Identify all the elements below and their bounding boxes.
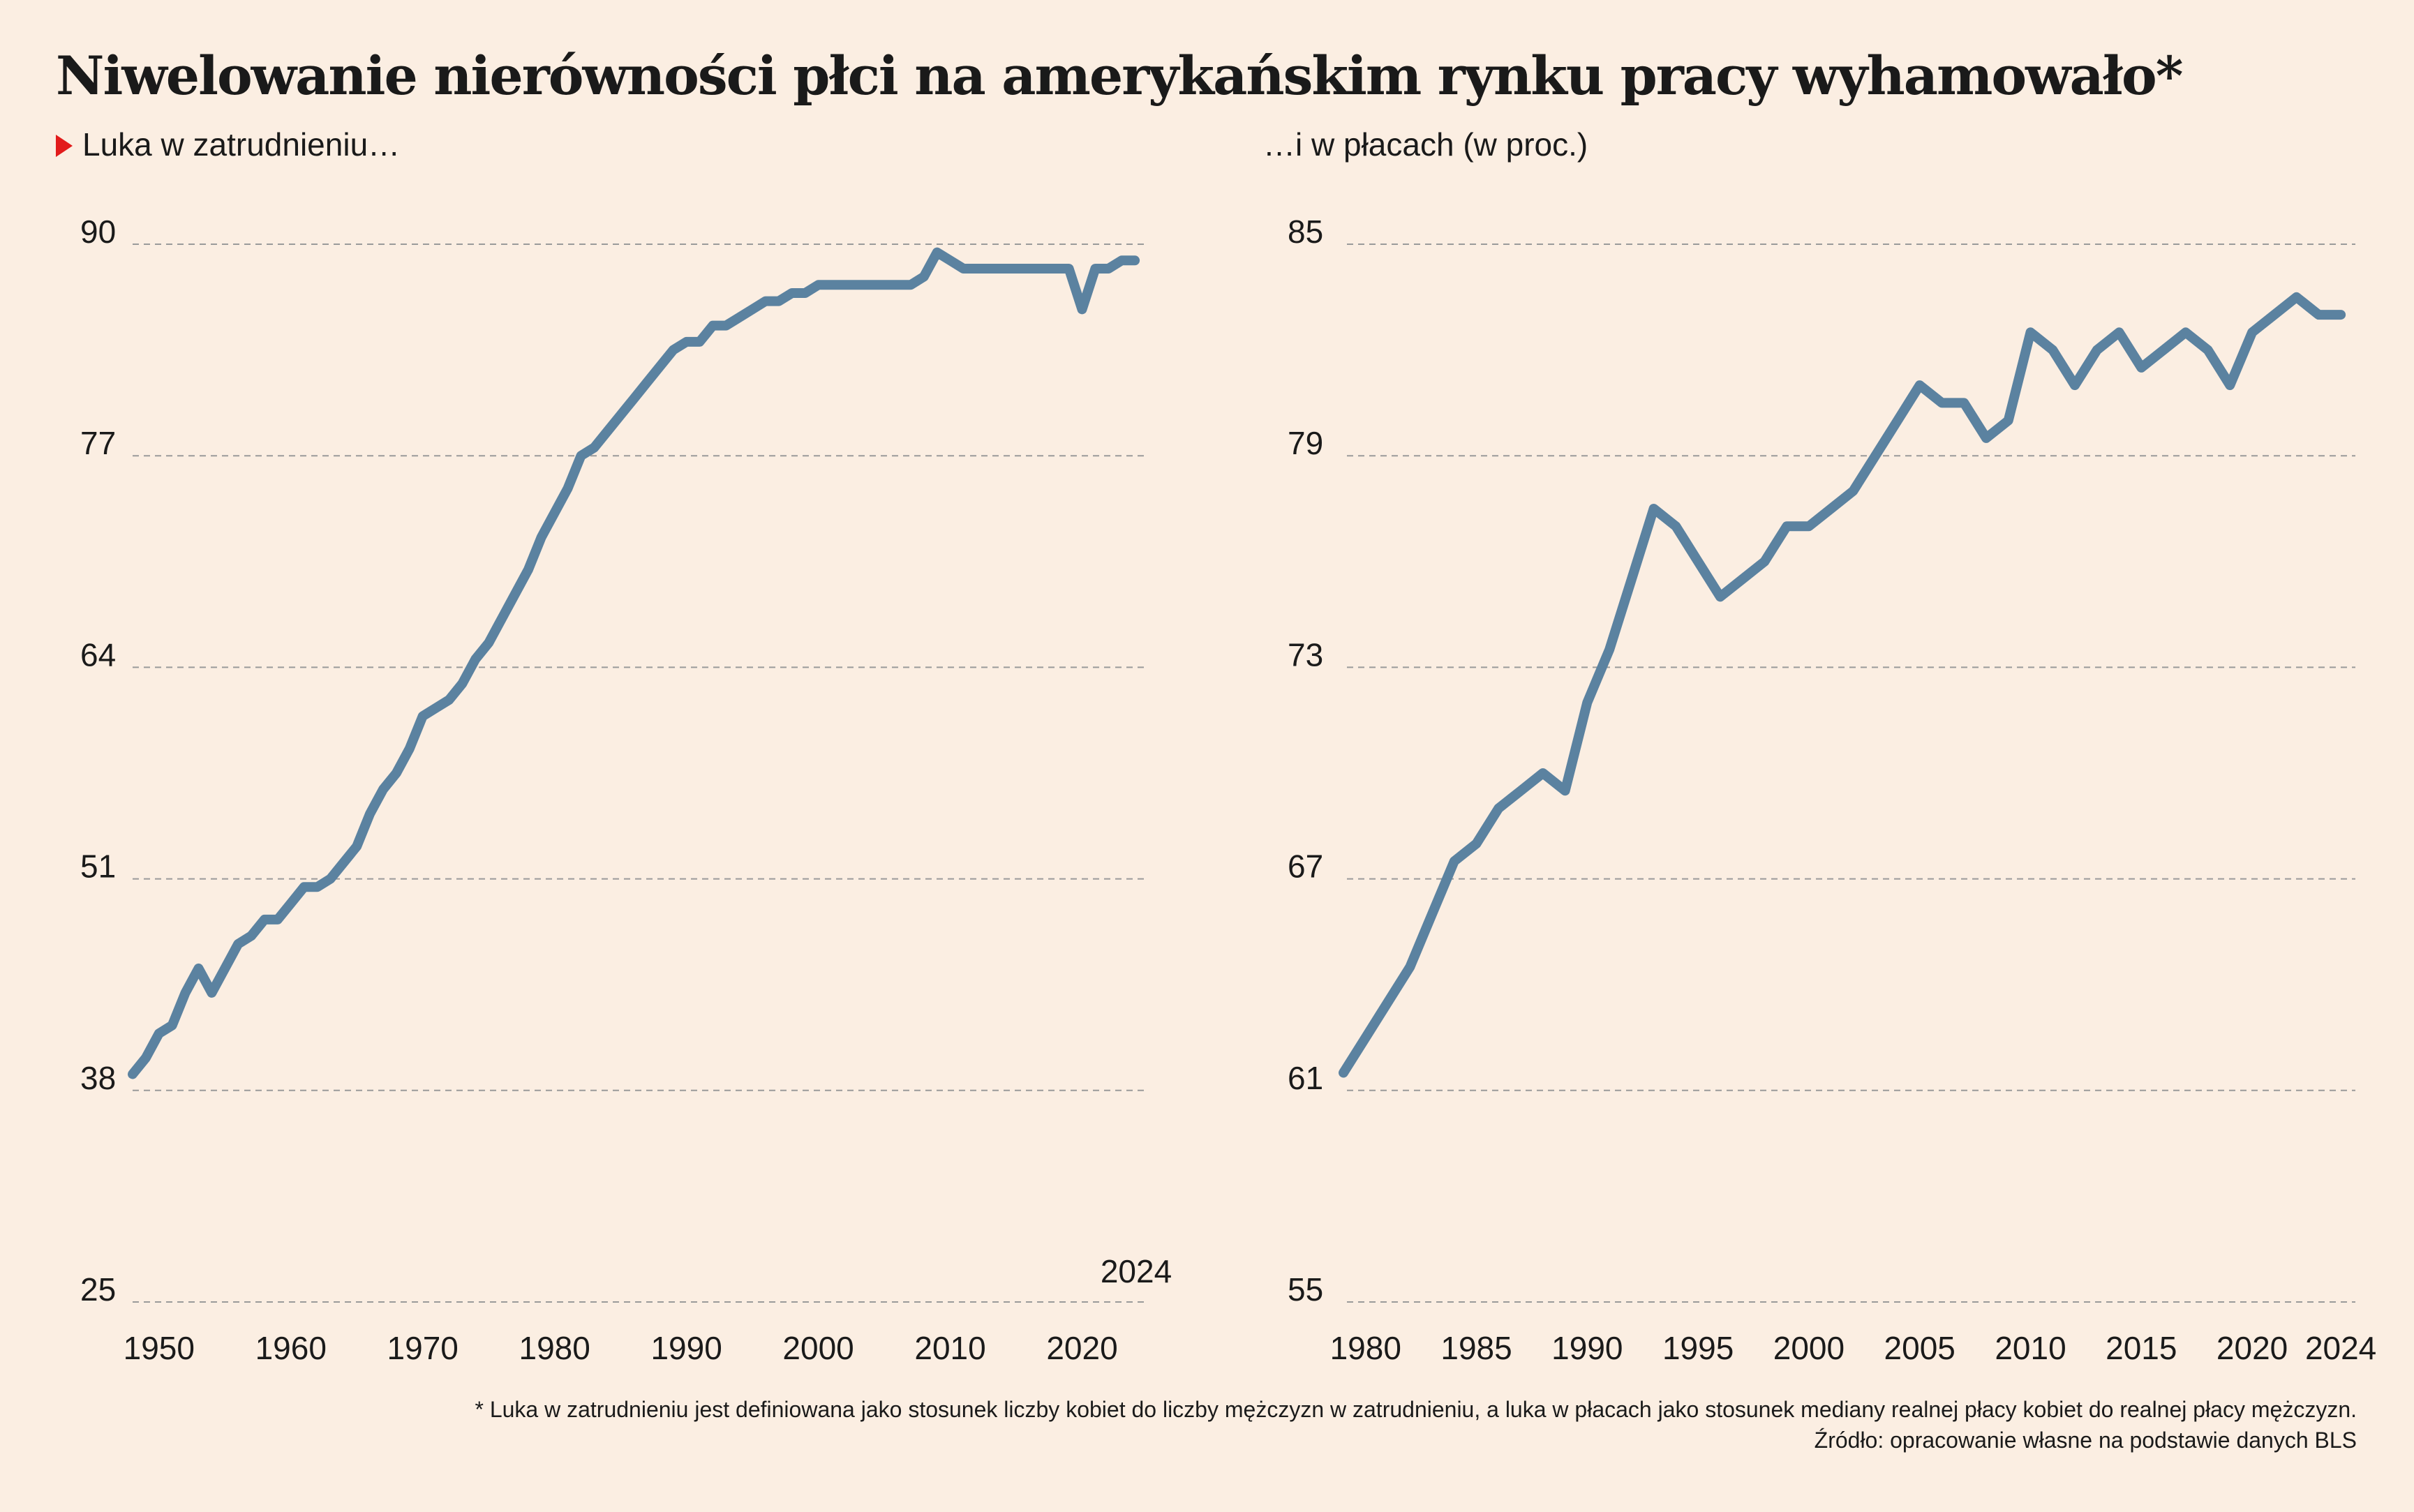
wage-x-tick-label: 2020 bbox=[2216, 1330, 2288, 1366]
triangle-marker-icon bbox=[56, 135, 73, 157]
source-note: Źródło: opracowanie własne na podstawie … bbox=[1814, 1428, 2357, 1453]
footnote: * Luka w zatrudnieniu jest definiowana j… bbox=[475, 1394, 2357, 1455]
employment-gap-subtitle: Luka w zatrudnieniu… bbox=[56, 126, 400, 163]
wage-x-tick-label: 2010 bbox=[1995, 1330, 2066, 1366]
employment-y-tick-label: 77 bbox=[80, 425, 116, 461]
employment-y-tick-label: 64 bbox=[80, 636, 116, 673]
employment-x-tick-label: 1960 bbox=[255, 1330, 327, 1366]
wage-x-tick-label: 1980 bbox=[1330, 1330, 1401, 1366]
wage-x-tick-label: 2005 bbox=[1884, 1330, 1955, 1366]
employment-series-line bbox=[128, 247, 1140, 1079]
employment-x-tick-label: 2010 bbox=[914, 1330, 985, 1366]
wage-x-tick-label: 2015 bbox=[2106, 1330, 2177, 1366]
wage-y-tick-label: 73 bbox=[1288, 636, 1323, 673]
wage-x-tick-label: 1995 bbox=[1662, 1330, 1734, 1366]
page-title: Niwelowanie nierówności płci na amerykań… bbox=[56, 45, 2183, 107]
employment-x-tick-label: 2020 bbox=[1046, 1330, 1117, 1366]
wage-y-tick-label: 61 bbox=[1288, 1060, 1323, 1096]
wage-chart: 55 61 67 73 79 85 1980 1985 1990 1995 2000 2005 2010… bbox=[1288, 214, 2376, 1366]
employment-y-tick-label: 25 bbox=[80, 1271, 116, 1308]
footnote-definition: * Luka w zatrudnieniu jest definiowana j… bbox=[475, 1397, 2357, 1422]
wage-series-line bbox=[1339, 292, 2346, 1078]
employment-x-tick-label: 1970 bbox=[387, 1330, 459, 1366]
employment-x-tick-label: 1980 bbox=[519, 1330, 590, 1366]
employment-y-tick-label: 90 bbox=[80, 214, 116, 250]
wage-x-tick-label: 1985 bbox=[1440, 1330, 1512, 1366]
employment-x-tick-label: 1950 bbox=[124, 1330, 195, 1366]
wage-y-tick-label: 55 bbox=[1288, 1271, 1323, 1308]
employment-end-year-annotation: 2024 bbox=[1101, 1253, 1172, 1289]
employment-x-tick-label: 1990 bbox=[650, 1330, 722, 1366]
wage-y-tick-label: 85 bbox=[1288, 214, 1323, 250]
employment-x-tick-label: 2000 bbox=[782, 1330, 854, 1366]
employment-gap-subtitle-text: Luka w zatrudnieniu… bbox=[82, 126, 401, 163]
wage-x-tick-label: 2024 bbox=[2305, 1330, 2376, 1366]
employment-chart: 25 38 51 64 77 90 1950 1960 1970 1980 1990 2000 2010… bbox=[80, 214, 1172, 1366]
wage-y-tick-label: 67 bbox=[1288, 848, 1323, 885]
employment-y-tick-label: 38 bbox=[80, 1060, 116, 1096]
wage-gap-subtitle: …i w płacach (w proc.) bbox=[1263, 126, 1588, 163]
wage-y-tick-label: 79 bbox=[1288, 425, 1323, 461]
wage-x-tick-label: 1990 bbox=[1551, 1330, 1623, 1366]
employment-y-tick-label: 51 bbox=[80, 848, 116, 885]
wage-x-tick-label: 2000 bbox=[1773, 1330, 1845, 1366]
